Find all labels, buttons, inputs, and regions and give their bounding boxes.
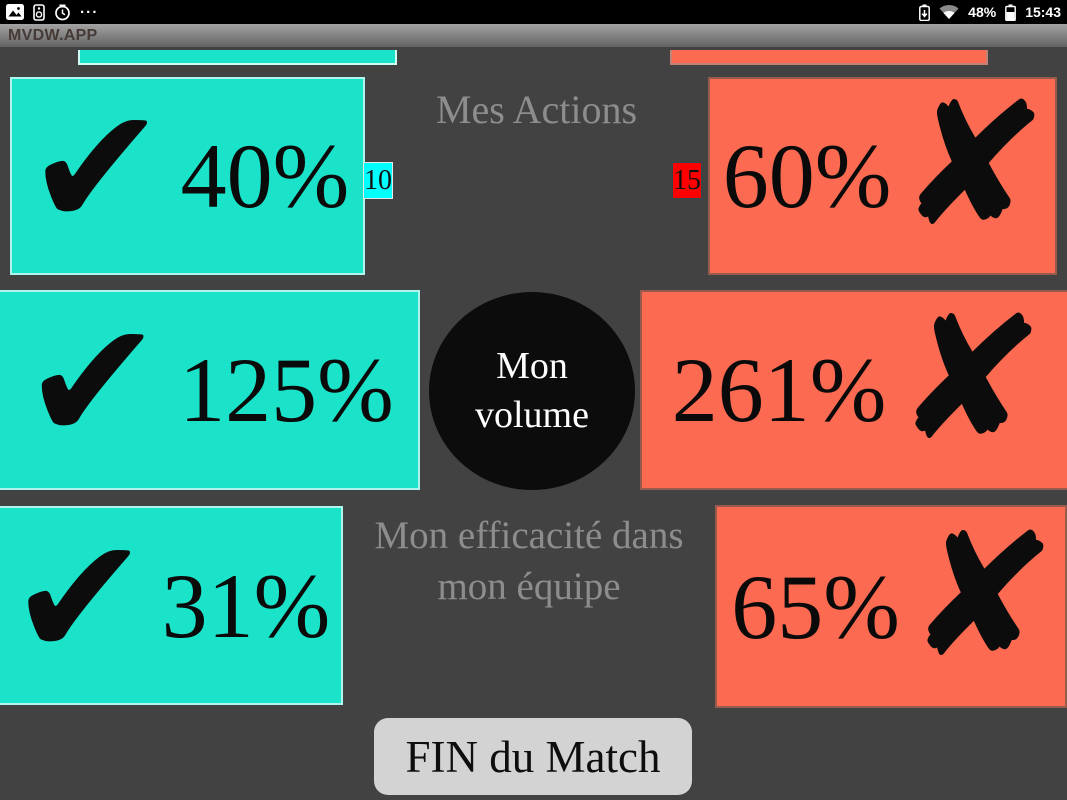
status-bar-left: ...: [6, 0, 99, 21]
speaker-icon: [33, 3, 45, 21]
success-count-badge: 10: [363, 162, 393, 199]
check-icon: ✔: [25, 70, 167, 266]
partial-fail-bar[interactable]: [670, 50, 988, 65]
app-title: MVDW.APP: [8, 26, 98, 44]
efficiency-label: Mon efficacité dans mon équipe: [343, 510, 715, 612]
fail-box-efficiency[interactable]: 65% ✘: [715, 483, 1067, 708]
wifi-icon: [939, 4, 959, 19]
fail-box-volume[interactable]: 261% ✘: [640, 267, 1067, 492]
status-bar: ... 48% 15:43: [0, 0, 1067, 24]
cross-icon: ✘: [891, 52, 1055, 278]
cross-icon: ✘: [900, 483, 1063, 709]
fail-pct-actions: 60%: [722, 125, 892, 227]
clock-icon: [55, 4, 70, 20]
success-pct-volume: 125%: [179, 339, 394, 441]
volume-label-line1: Mon: [496, 345, 568, 387]
fail-pct-volume: 261%: [671, 339, 887, 441]
status-bar-right: 48% 15:43: [919, 4, 1061, 21]
efficiency-label-line2: mon équipe: [437, 565, 621, 608]
end-match-button[interactable]: FIN du Match: [374, 718, 692, 795]
title-bar: MVDW.APP: [0, 24, 1067, 47]
fail-box-actions[interactable]: 60% ✘: [708, 53, 1057, 278]
success-pct-efficiency: 31%: [161, 554, 331, 657]
success-box-actions[interactable]: ✔ 40%: [10, 77, 365, 275]
success-pct-actions: 40%: [180, 125, 350, 227]
battery-saver-icon: [919, 4, 931, 21]
fail-count-badge: 15: [672, 162, 702, 199]
volume-label-line2: volume: [475, 394, 589, 436]
success-box-efficiency[interactable]: ✔ 31%: [0, 506, 343, 705]
efficiency-label-line1: Mon efficacité dans: [374, 514, 684, 557]
cross-icon: ✘: [888, 266, 1052, 492]
overflow-ellipsis: ...: [80, 0, 99, 17]
actions-label: Mes Actions: [435, 87, 638, 132]
partial-success-bar[interactable]: [78, 50, 397, 65]
check-icon: ✔: [22, 284, 164, 480]
photo-icon: [6, 4, 24, 20]
volume-circle[interactable]: Mon volume: [429, 292, 635, 490]
battery-percent-text: 48%: [968, 4, 997, 20]
clock-text: 15:43: [1025, 4, 1061, 20]
battery-icon: [1005, 4, 1017, 21]
fail-pct-efficiency: 65%: [731, 555, 900, 658]
check-icon: ✔: [8, 499, 150, 696]
success-box-volume[interactable]: ✔ 125%: [0, 290, 420, 490]
